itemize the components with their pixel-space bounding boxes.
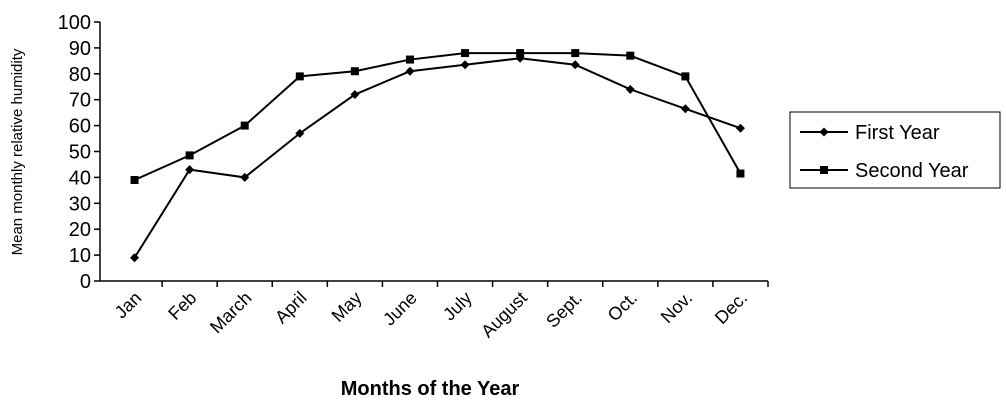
- x-tick-label: Oct.: [604, 288, 641, 325]
- data-point: [571, 49, 580, 58]
- y-tick-label: 40: [69, 167, 91, 189]
- data-point: [405, 55, 414, 64]
- data-point: [461, 49, 470, 58]
- data-point: [185, 165, 195, 175]
- x-tick-label: May: [328, 288, 366, 326]
- y-tick-label: 0: [80, 271, 91, 293]
- x-tick-label: March: [206, 288, 256, 338]
- y-tick-label: 10: [69, 245, 91, 267]
- x-tick-label: April: [271, 288, 311, 328]
- data-point: [680, 104, 690, 114]
- y-tick-label: 90: [69, 38, 91, 60]
- x-tick-label: July: [439, 288, 476, 325]
- y-tick-label: 20: [69, 219, 91, 241]
- data-point: [130, 175, 139, 184]
- legend-box: [789, 111, 1001, 189]
- data-point: [185, 151, 194, 160]
- data-point: [295, 72, 304, 81]
- data-point: [240, 121, 249, 130]
- x-axis-title: Months of the Year: [341, 378, 520, 400]
- legend-marker: [820, 166, 828, 174]
- data-point: [570, 60, 580, 70]
- data-point: [350, 90, 360, 100]
- x-tick-label: Jan: [111, 288, 146, 323]
- data-point: [240, 172, 250, 182]
- data-point: [625, 84, 635, 94]
- data-point: [460, 60, 470, 70]
- series-line: [134, 52, 742, 181]
- x-tick-label: Dec.: [711, 288, 751, 328]
- data-point: [350, 67, 359, 76]
- data-point: [681, 72, 690, 81]
- x-tick-label: June: [379, 288, 421, 330]
- data-point: [626, 51, 635, 60]
- y-tick-label: 60: [69, 116, 91, 138]
- data-point: [516, 49, 525, 58]
- y-tick-label: 30: [69, 193, 91, 215]
- y-tick-label: 80: [69, 64, 91, 86]
- legend-marker: [819, 127, 829, 137]
- x-tick-label: Nov.: [657, 288, 696, 327]
- y-axis-title: Mean monthly relative humidity: [9, 48, 26, 255]
- legend-label: First Year: [855, 122, 940, 144]
- data-point: [735, 123, 745, 133]
- y-tick-label: 50: [69, 142, 91, 164]
- data-point: [295, 128, 305, 138]
- x-tick-label: Sept.: [542, 288, 586, 332]
- data-point: [736, 169, 745, 178]
- series-line: [133, 57, 741, 259]
- data-point: [405, 66, 415, 76]
- x-tick-label: August: [477, 288, 531, 342]
- y-tick-label: 100: [58, 12, 91, 34]
- x-tick-label: Feb: [164, 288, 200, 324]
- y-tick-label: 70: [69, 90, 91, 112]
- legend-label: Second Year: [855, 160, 969, 182]
- data-point: [130, 253, 140, 263]
